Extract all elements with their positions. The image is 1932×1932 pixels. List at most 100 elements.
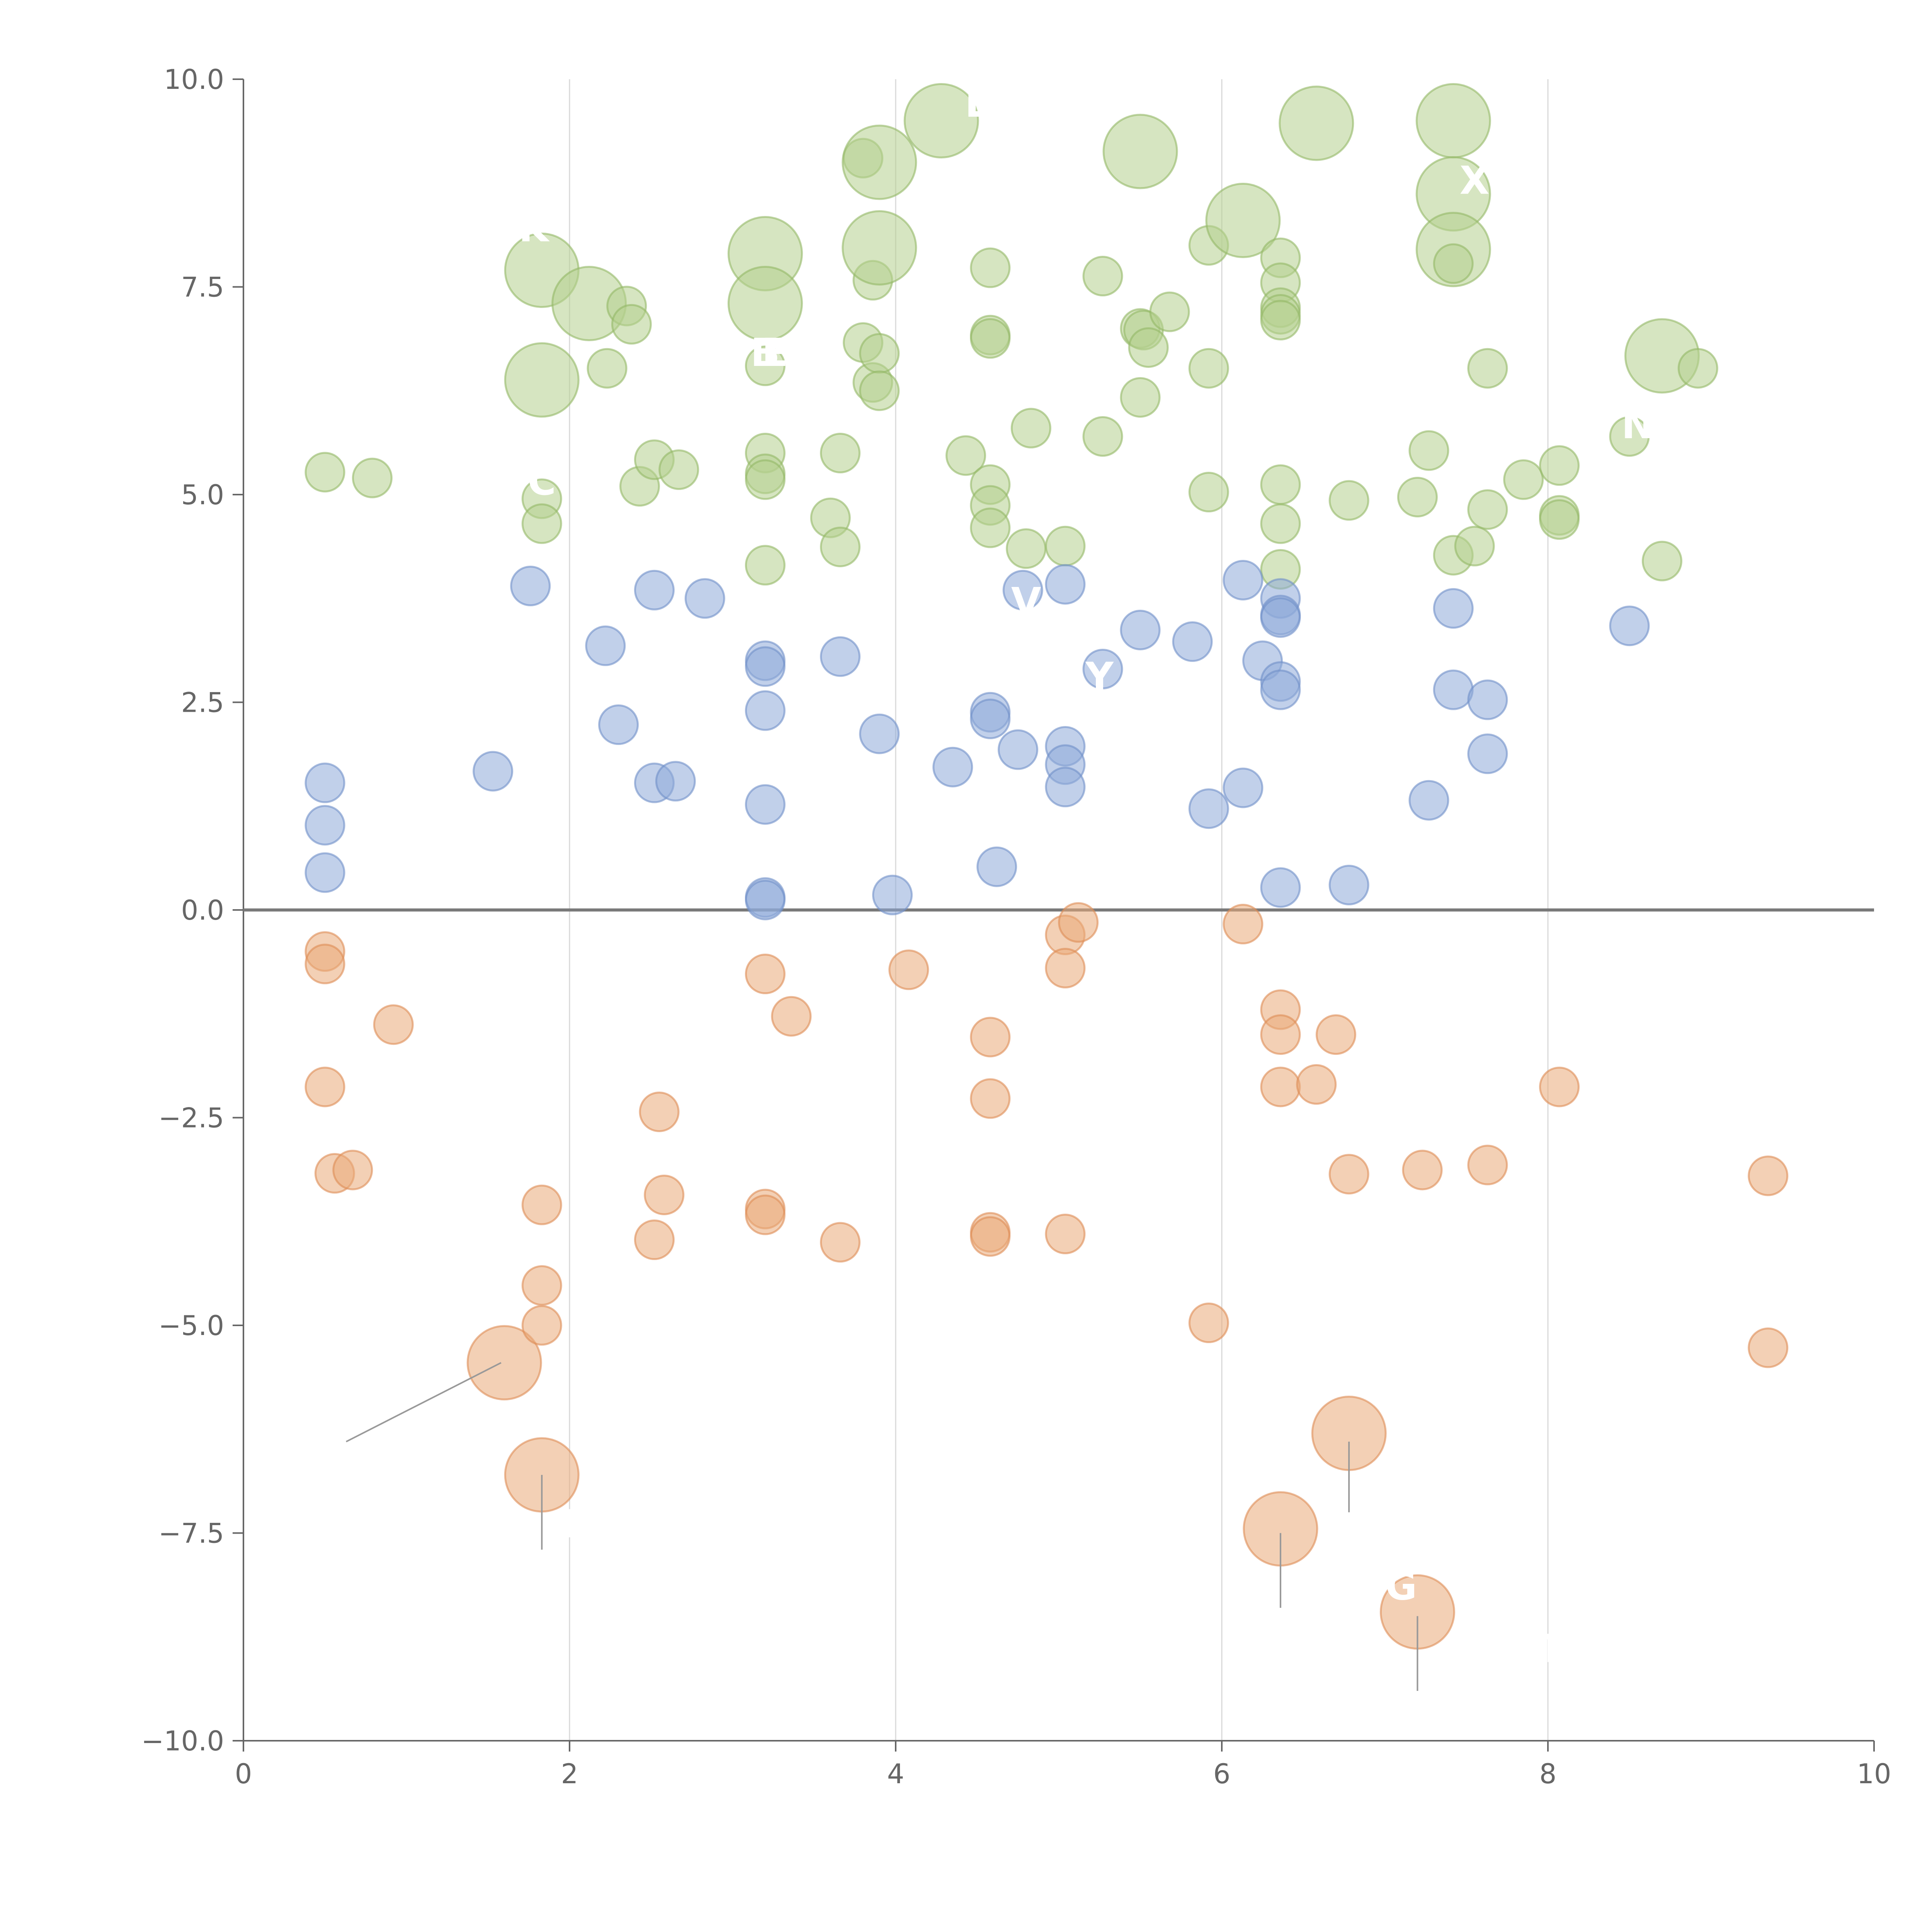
- bubble-label-X: X: [1460, 158, 1490, 203]
- y-tick-label: 2.5: [181, 687, 224, 719]
- orange-bubble: [521, 1305, 562, 1346]
- orange-bubble: [1328, 1154, 1369, 1195]
- blue-bubble: [655, 761, 696, 802]
- green-bubble: [1149, 291, 1190, 332]
- blue-bubble: [998, 729, 1038, 770]
- y-tick-label: −5.0: [158, 1310, 224, 1342]
- orange-bubble: [1296, 1064, 1337, 1105]
- green-bubble: [1677, 348, 1718, 389]
- blue-bubble: [1260, 669, 1301, 710]
- green-bubble: [1260, 464, 1301, 505]
- orange-bubble: [1315, 1014, 1356, 1055]
- blue-bubble: [1467, 733, 1508, 774]
- green-bubble: [1503, 459, 1544, 500]
- blue-bubble: [745, 879, 786, 920]
- blue-bubble: [745, 784, 786, 825]
- orange-bubble: [888, 949, 929, 990]
- axes: 0 2 4 6 8 10 −10.0 −7.5 −5.0 −2.5 0.0 2.5 5.0 7.5 10.0: [141, 64, 1891, 1790]
- x-tick-label: 10: [1857, 1758, 1891, 1790]
- x-tick-label: 4: [887, 1758, 905, 1790]
- bubble-label-V: V: [1011, 579, 1041, 624]
- green-bubble: [1188, 472, 1229, 513]
- orange-bubble: [304, 944, 345, 985]
- green-bubble: [1539, 499, 1580, 540]
- blue-bubble: [976, 846, 1017, 887]
- y-tick-label: 7.5: [181, 272, 224, 303]
- green-bubble: [1102, 114, 1178, 189]
- blue-bubble: [304, 762, 345, 803]
- bubble-label-C: C: [528, 459, 556, 504]
- green-bubble: [1467, 489, 1508, 530]
- blue-bubble: [1467, 679, 1508, 720]
- green-bubble: [1045, 526, 1086, 566]
- green-bubble: [587, 348, 628, 389]
- green-bubble: [945, 435, 986, 476]
- orange-bubble: [1402, 1150, 1443, 1190]
- blue-bubble: [473, 751, 514, 792]
- bubble-label-B: B: [750, 330, 780, 375]
- orange-bubble: [634, 1219, 675, 1260]
- green-bubble: [1279, 85, 1354, 161]
- orange-bubble: [1539, 1066, 1580, 1107]
- blue-bubble: [1082, 649, 1123, 689]
- bubbles: [304, 83, 1789, 1650]
- blue-bubble: [634, 570, 675, 611]
- leader-lines: [345, 1362, 1418, 1691]
- green-bubble: [1467, 348, 1508, 389]
- green-bubble: [903, 83, 979, 158]
- green-bubble: [1205, 183, 1281, 258]
- y-tick-label: −10.0: [141, 1725, 224, 1757]
- blue-bubble: [598, 704, 639, 745]
- y-tick-label: −2.5: [158, 1102, 224, 1134]
- blue-bubble: [304, 805, 345, 846]
- green-bubble: [304, 452, 345, 493]
- y-tick-label: 10.0: [164, 64, 224, 95]
- green-bubble: [1120, 377, 1161, 418]
- blue-bubble: [1223, 767, 1264, 808]
- blue-bubble: [1188, 788, 1229, 829]
- bubble-label-N: N: [1621, 402, 1654, 447]
- green-bubble: [842, 124, 917, 200]
- orange-bubble: [644, 1174, 685, 1215]
- green-bubble: [1082, 416, 1123, 457]
- blue-bubble: [510, 566, 551, 606]
- orange-bubble: [771, 996, 812, 1037]
- green-bubble: [1328, 480, 1369, 521]
- green-bubble: [1415, 83, 1491, 158]
- orange-bubble: [466, 1325, 542, 1401]
- orange-bubble: [332, 1150, 373, 1190]
- y-tick-label: −7.5: [158, 1518, 224, 1549]
- blue-bubble: [820, 636, 861, 677]
- green-bubble: [1260, 503, 1301, 544]
- green-bubble: [859, 370, 900, 411]
- green-bubble: [1433, 243, 1474, 284]
- bubble-labels: K BE L X N C VY G I T: [519, 81, 1654, 1671]
- orange-bubble: [1748, 1327, 1789, 1368]
- x-tick-label: 0: [235, 1758, 252, 1790]
- blue-bubble: [1120, 609, 1161, 650]
- x-tick-label: 8: [1539, 1758, 1557, 1790]
- green-bubble: [1006, 528, 1047, 569]
- orange-bubble: [639, 1091, 680, 1132]
- green-bubble: [1128, 327, 1169, 368]
- orange-bubble: [1260, 1066, 1301, 1107]
- green-bubble: [1188, 348, 1229, 389]
- green-bubble: [611, 304, 652, 345]
- green-bubble: [1609, 416, 1650, 457]
- green-bubble: [970, 318, 1011, 359]
- blue-bubble: [932, 747, 973, 787]
- blue-bubble: [745, 690, 786, 731]
- green-bubble: [1454, 526, 1495, 566]
- blue-bubble: [1328, 865, 1369, 905]
- bubble-label-E: E: [762, 330, 788, 375]
- green-bubble: [727, 266, 803, 341]
- orange-bubble: [1045, 948, 1086, 988]
- green-bubble: [820, 433, 861, 473]
- green-bubble: [1397, 476, 1438, 517]
- y-tick-label: 5.0: [181, 479, 224, 511]
- orange-bubble: [745, 954, 786, 995]
- bubble-label-I: I: [562, 1501, 577, 1546]
- orange-bubble: [820, 1222, 861, 1263]
